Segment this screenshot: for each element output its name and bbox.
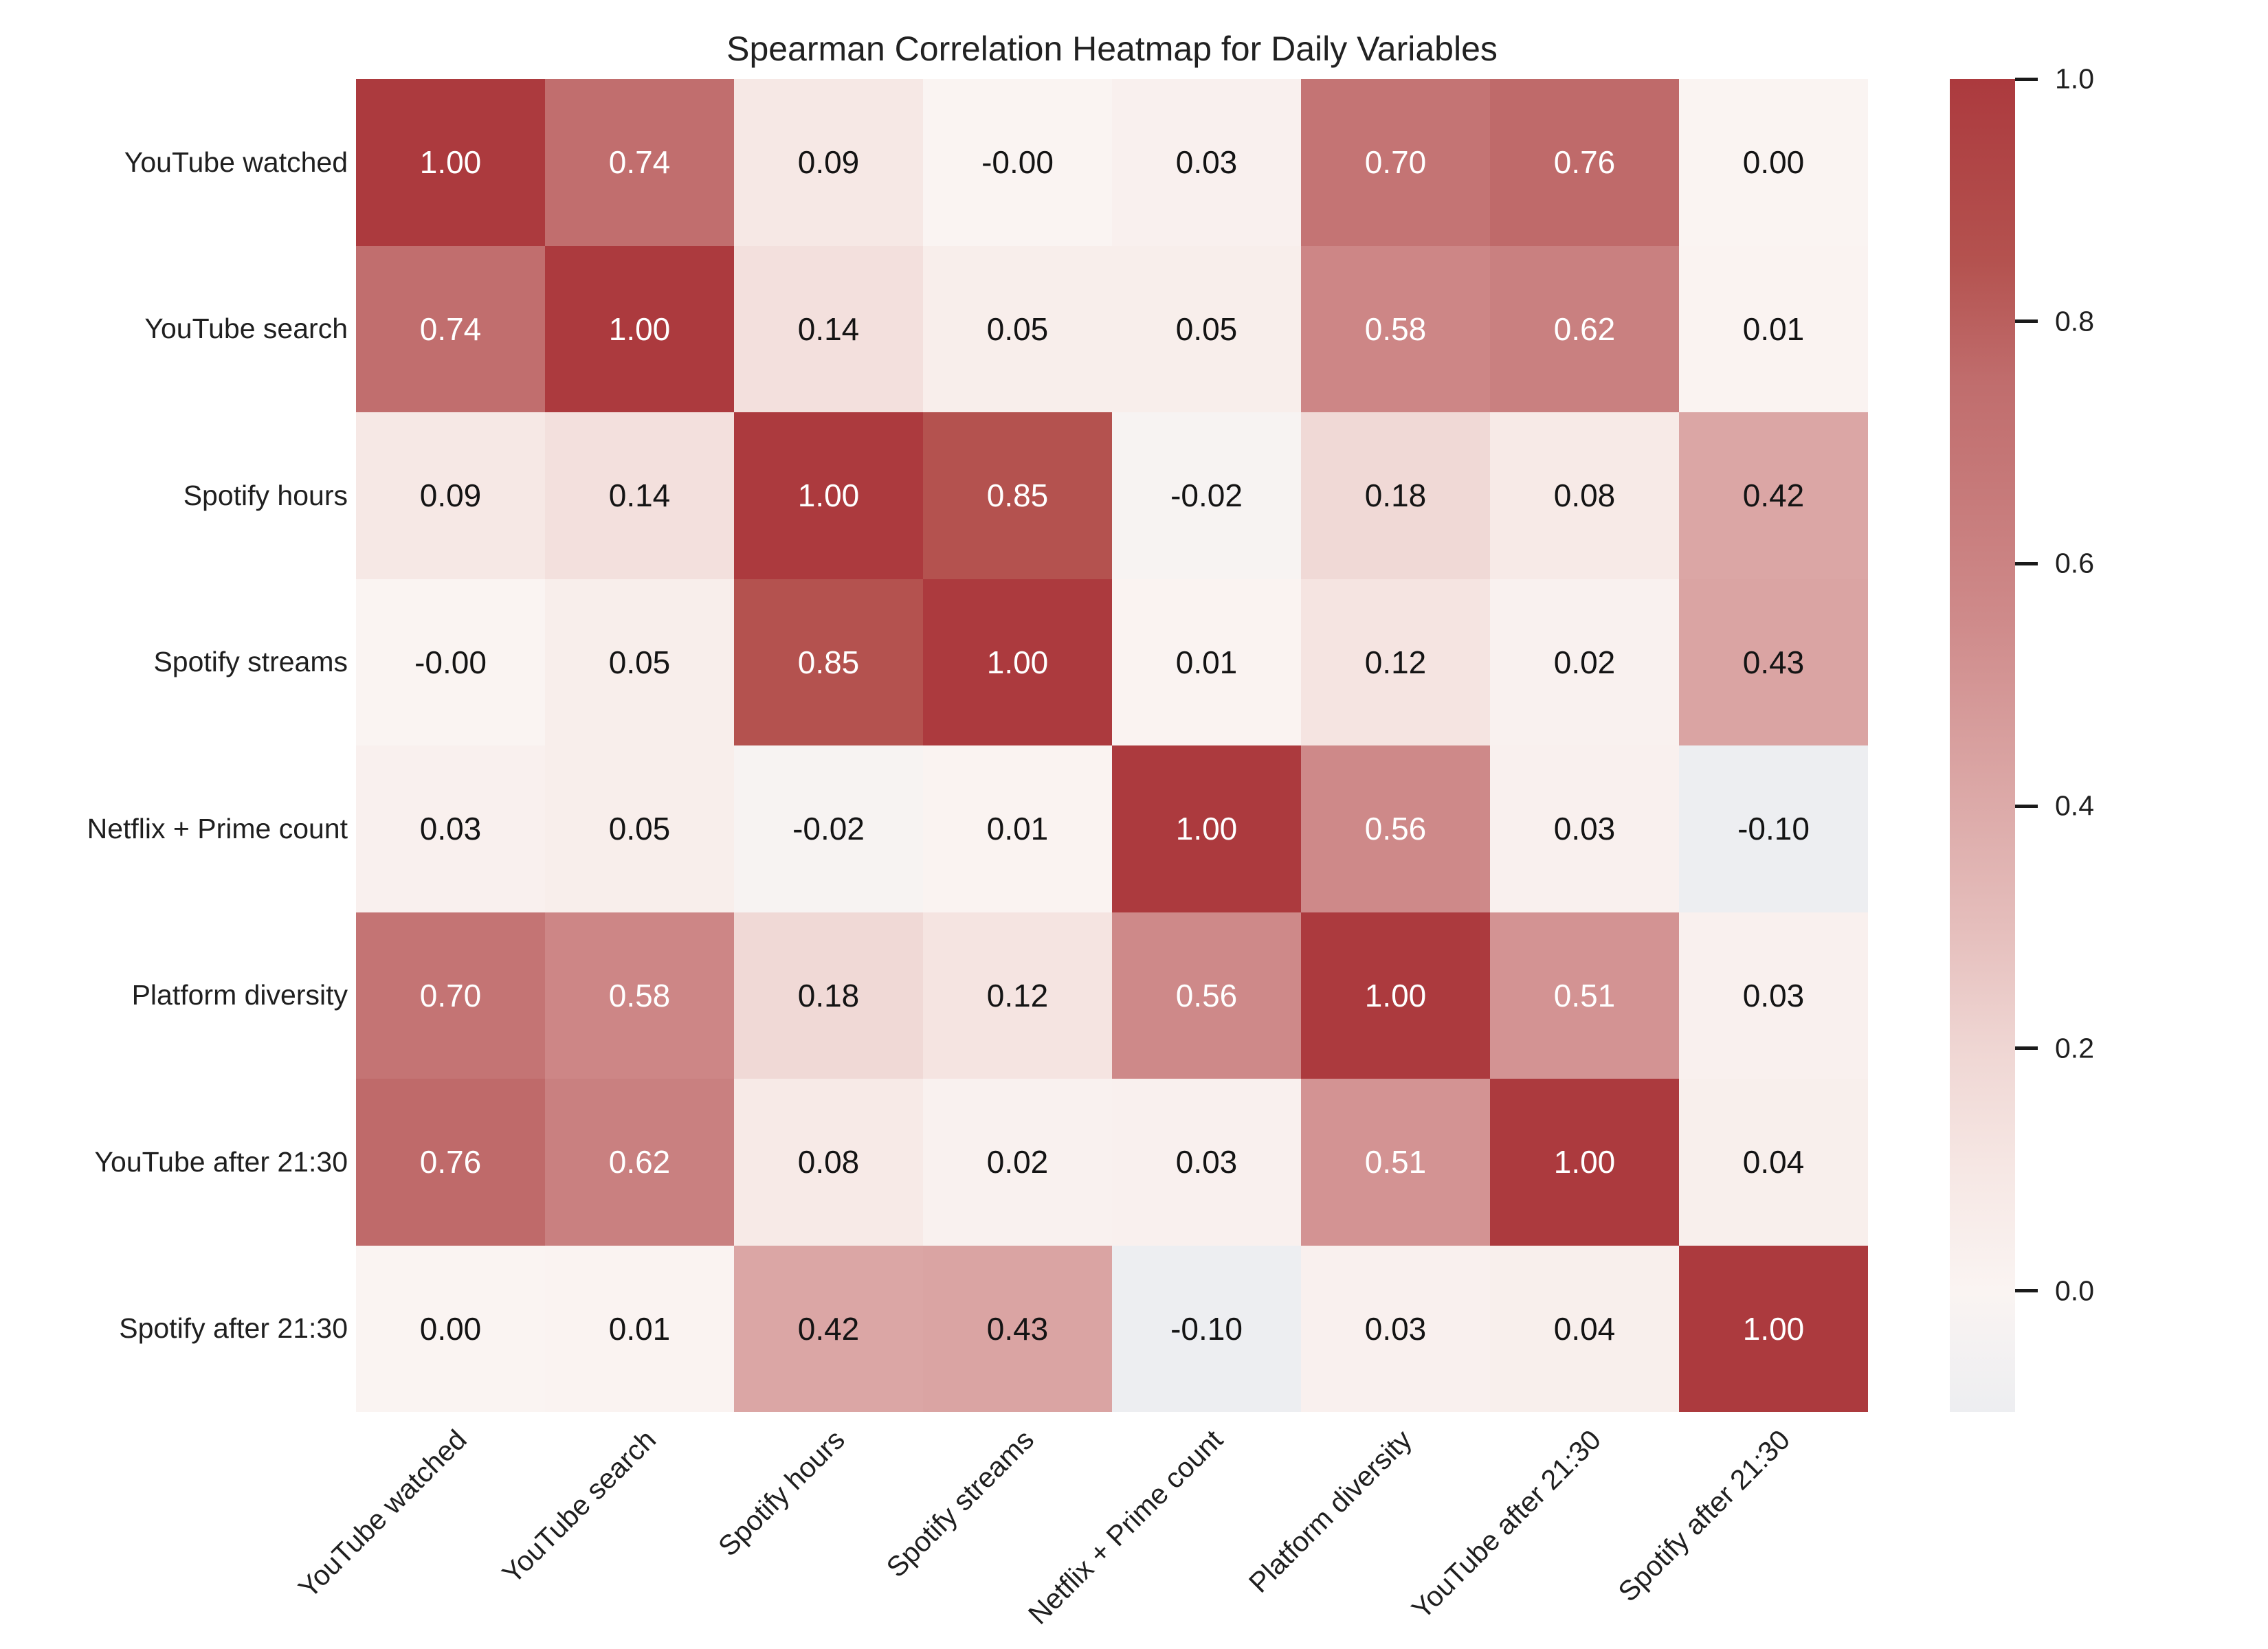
heatmap-cell: 0.12 [1301,579,1490,745]
colorbar-tick [2015,1289,2038,1293]
x-axis-label: YouTube search [496,1424,663,1590]
colorbar-tick-label: 0.2 [2055,1032,2094,1064]
heatmap-cell: 0.12 [923,912,1112,1079]
colorbar-tick-label: 0.6 [2055,547,2094,579]
y-axis-label: Spotify after 21:30 [119,1312,348,1345]
colorbar-tick [2015,561,2038,565]
heatmap-cell: 0.43 [923,1245,1112,1412]
heatmap-cell: 0.09 [734,79,923,246]
heatmap-cell: -0.02 [734,745,923,912]
heatmap-cell: 0.05 [545,745,734,912]
heatmap-cell: 1.00 [1490,1079,1679,1246]
heatmap-cell: 1.00 [734,412,923,579]
heatmap-cell: 1.00 [923,579,1112,745]
heatmap-cell: 0.09 [356,412,545,579]
heatmap-cell: 0.08 [1490,412,1679,579]
heatmap-cell: 0.03 [1112,1079,1301,1246]
x-axis-label: Spotify streams [880,1424,1041,1584]
x-axis-label: YouTube after 21:30 [1405,1424,1608,1626]
chart-title: Spearman Correlation Heatmap for Daily V… [726,30,1498,68]
x-axis-label: YouTube watched [292,1424,474,1604]
heatmap-cell: -0.10 [1112,1245,1301,1412]
heatmap-cell: 1.00 [545,245,734,412]
colorbar-tick [2015,319,2038,324]
heatmap-cell: 0.51 [1490,912,1679,1079]
heatmap-cell: 0.76 [356,1079,545,1246]
heatmap-cell: 0.74 [545,79,734,246]
heatmap-cell: 0.18 [734,912,923,1079]
heatmap-cell: -0.00 [356,579,545,745]
x-axis-label: Spotify after 21:30 [1612,1424,1797,1608]
heatmap-cell: 0.70 [356,912,545,1079]
heatmap-cell: 0.56 [1112,912,1301,1079]
colorbar-tick-label: 0.0 [2055,1275,2094,1307]
heatmap-cell: 0.03 [1679,912,1868,1079]
colorbar-tick-label: 1.0 [2055,63,2094,95]
heatmap-cell: 0.58 [1301,245,1490,412]
colorbar-tick [2015,1046,2038,1051]
heatmap-cell: 0.03 [1490,745,1679,912]
y-axis-label: Spotify hours [183,479,348,511]
heatmap-cell: 0.62 [545,1079,734,1246]
heatmap-cell: 0.85 [923,412,1112,579]
heatmap-grid: 1.00 0.74 0.09 -0.00 0.03 0.70 0.76 0.00 0.74 1.0… [356,79,1868,1412]
heatmap-cell: 0.62 [1490,245,1679,412]
x-axis-label: Spotify hours [712,1424,852,1562]
heatmap-cell: 0.74 [356,245,545,412]
heatmap-cell: 0.03 [1301,1245,1490,1412]
heatmap-cell: 1.00 [1679,1245,1868,1412]
heatmap-cell: 0.51 [1301,1079,1490,1246]
heatmap-cell: 0.58 [545,912,734,1079]
y-axis-label: YouTube search [144,313,348,345]
heatmap-cell: 0.03 [356,745,545,912]
heatmap-cell: 0.05 [923,245,1112,412]
heatmap-cell: 0.01 [923,745,1112,912]
heatmap-cell: 0.05 [545,579,734,745]
y-axis-label: YouTube after 21:30 [94,1145,348,1178]
colorbar-tick [2015,804,2038,808]
y-axis-label: YouTube watched [124,146,348,178]
heatmap-cell: -0.00 [923,79,1112,246]
y-axis-label: Netflix + Prime count [87,812,348,844]
colorbar-tick-label: 0.8 [2055,305,2094,337]
x-axis-label: Netflix + Prime count [1022,1424,1230,1630]
colorbar-tick [2015,77,2038,81]
heatmap-cell: 0.04 [1679,1079,1868,1246]
heatmap-cell: 0.85 [734,579,923,745]
heatmap-cell: 0.02 [923,1079,1112,1246]
heatmap-cell: 0.01 [1112,579,1301,745]
x-axis-label: Platform diversity [1243,1424,1419,1599]
colorbar-tick-label: 0.4 [2055,789,2094,822]
heatmap-cell: 0.18 [1301,412,1490,579]
heatmap-cell: 1.00 [356,79,545,246]
heatmap-cell: 0.00 [1679,79,1868,246]
heatmap-cell: -0.10 [1679,745,1868,912]
heatmap-cell: 0.02 [1490,579,1679,745]
heatmap-cell: 0.05 [1112,245,1301,412]
heatmap-cell: 0.56 [1301,745,1490,912]
heatmap-cell: 0.70 [1301,79,1490,246]
heatmap-cell: 0.43 [1679,579,1868,745]
heatmap-cell: 0.08 [734,1079,923,1246]
heatmap-cell: 0.42 [1679,412,1868,579]
heatmap-cell: 0.03 [1112,79,1301,246]
heatmap-cell: -0.02 [1112,412,1301,579]
colorbar-gradient [1950,79,2015,1412]
heatmap-cell: 0.76 [1490,79,1679,246]
heatmap-cell: 0.04 [1490,1245,1679,1412]
heatmap-cell: 0.42 [734,1245,923,1412]
heatmap-cell: 0.01 [545,1245,734,1412]
heatmap-cell: 0.00 [356,1245,545,1412]
y-axis-label: Spotify streams [153,646,348,678]
heatmap-cell: 0.01 [1679,245,1868,412]
heatmap-cell: 0.14 [734,245,923,412]
heatmap-cell: 1.00 [1301,912,1490,1079]
heatmap-cell: 1.00 [1112,745,1301,912]
y-axis-label: Platform diversity [131,979,348,1011]
heatmap-cell: 0.14 [545,412,734,579]
